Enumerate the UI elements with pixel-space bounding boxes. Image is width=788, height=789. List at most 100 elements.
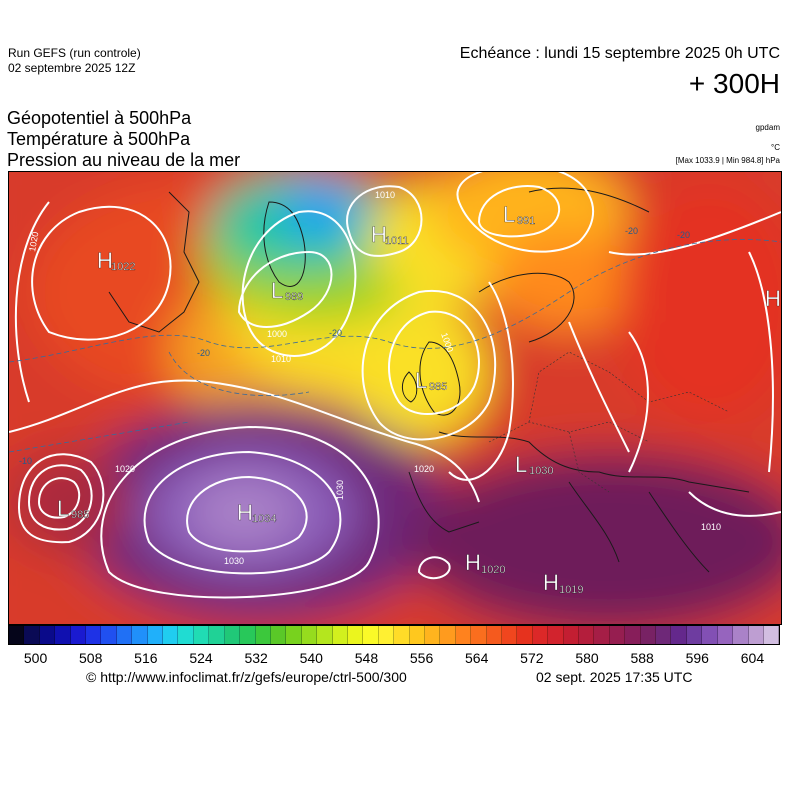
colorbar-swatch	[240, 626, 256, 644]
unit-temperature: °C	[771, 143, 780, 152]
pressure-center-h-1034-value: 1034	[252, 513, 276, 525]
colorbar-swatch	[70, 626, 87, 644]
pressure-center-h-1011: H	[371, 222, 387, 247]
generated-time: 02 sept. 2025 17:35 UTC	[536, 669, 693, 685]
credit-url: © http://www.infoclimat.fr/z/gefs/europe…	[86, 669, 407, 685]
pressure-center-l-985-atl: L	[57, 496, 69, 521]
colorbar-swatch	[9, 626, 25, 644]
colorbar-swatch	[378, 626, 395, 644]
colorbar-swatch	[548, 626, 564, 644]
pressure-center-l-991-value: 991	[517, 215, 535, 227]
temperature-label: -20	[197, 348, 210, 358]
colorbar-swatch	[594, 626, 610, 644]
colorbar-swatch	[24, 626, 40, 644]
pressure-center-l-985-atl-value: 985	[71, 509, 89, 521]
colorbar-swatch	[748, 626, 764, 644]
colorbar-swatch	[409, 626, 425, 644]
pressure-center-h-1034: H	[237, 500, 253, 525]
colorbar-swatch	[347, 626, 364, 644]
colorbar-swatch	[286, 626, 302, 644]
colorbar-swatch	[255, 626, 271, 644]
colorbar-swatch	[656, 626, 672, 644]
colorbar-swatch	[317, 626, 333, 644]
isobar-label: 1010	[701, 522, 721, 532]
colorbar-swatch	[270, 626, 287, 644]
pressure-centers: H 1022 L 989 H 1011 L 991 L 985 H 1034 L…	[57, 202, 781, 596]
colorbar-swatch	[116, 626, 133, 644]
colorbar-swatch	[224, 626, 241, 644]
weather-map: H 1022 L 989 H 1011 L 991 L 985 H 1034 L…	[8, 171, 782, 625]
colorbar-tick-label: 572	[520, 650, 544, 666]
title-geopotential: Géopotentiel à 500hPa	[7, 108, 192, 128]
colorbar-swatch	[424, 626, 441, 644]
colorbar-tick-label: 508	[79, 650, 103, 666]
borders	[488, 351, 730, 493]
isobar-label: 1020	[115, 464, 135, 474]
lead-time: + 300H	[688, 68, 780, 99]
colorbar-swatch	[86, 626, 102, 644]
colorbar-swatch	[517, 626, 533, 644]
colorbar-swatch	[55, 626, 71, 644]
pressure-center-h-1020: H	[465, 550, 481, 575]
pressure-center-h-1019: H	[543, 570, 559, 595]
colorbar-tick-label: 500	[23, 650, 48, 666]
colorbar-tick-label: 524	[189, 650, 213, 666]
colorbar-tick-label: 532	[244, 650, 268, 666]
colorbar-swatch	[147, 626, 164, 644]
colorbar-swatch	[471, 626, 487, 644]
colorbar-swatch	[502, 626, 518, 644]
colorbar-swatch	[132, 626, 148, 644]
pressure-center-l-989: L	[271, 278, 283, 303]
isobar-label: 1010	[375, 190, 395, 200]
title-pressure: Pression au niveau de la mer	[7, 150, 241, 170]
temperature-isotherms	[9, 239, 781, 453]
unit-geopotential: gpdam	[755, 123, 780, 132]
colorbar-swatch	[163, 626, 179, 644]
colorbar-swatch	[717, 626, 734, 644]
pressure-center-l-985-uk-value: 985	[429, 381, 447, 393]
colorbar-swatch	[440, 626, 456, 644]
colorbar-ticks: 500 508 516 524 532 540 548 556 564 572 580 588 596 6…	[8, 650, 780, 668]
colorbar-swatch	[455, 626, 472, 644]
colorbar-swatch	[640, 626, 657, 644]
isobar-label: 1030	[224, 556, 244, 566]
colorbar-tick-label: 540	[299, 650, 323, 666]
run-label: Run GEFS (run controle)	[8, 46, 141, 60]
colorbar-swatch	[39, 626, 56, 644]
pressure-center-l-1030-value: 1030	[529, 465, 553, 477]
colorbar-tick-label: 588	[630, 650, 654, 666]
colorbar-tick-label: 580	[575, 650, 599, 666]
pressure-center-h-1020-value: 1020	[481, 564, 505, 576]
colorbar-tick-label: 604	[740, 650, 765, 666]
coastlines	[108, 187, 750, 573]
colorbar-swatch	[671, 626, 687, 644]
isobar-label: 1030	[335, 480, 345, 500]
colorbar-swatch	[763, 626, 780, 644]
isobar-label: 1000	[267, 329, 287, 339]
colorbar-tick-label: 548	[354, 650, 379, 666]
colorbar-tick-label: 596	[685, 650, 709, 666]
colorbar-swatch	[101, 626, 117, 644]
pressure-center-h-1022-value: 1022	[111, 261, 135, 273]
colorbar-swatch	[363, 626, 379, 644]
temperature-label: -10	[19, 456, 32, 466]
colorbar-swatch	[733, 626, 749, 644]
colorbar-swatch	[394, 626, 410, 644]
colorbar-swatch	[193, 626, 210, 644]
colorbar-tick-label: 516	[134, 650, 158, 666]
temperature-label: -20	[329, 328, 342, 338]
colorbar-swatch	[702, 626, 718, 644]
colorbar-swatch	[178, 626, 194, 644]
colorbar-swatch	[625, 626, 641, 644]
colorbar-tick-label: 556	[409, 650, 434, 666]
isobar-label: 1010	[271, 354, 291, 364]
valid-time: Echéance : lundi 15 septembre 2025 0h UT…	[459, 45, 780, 62]
isobar-label: 1020	[27, 231, 40, 252]
colorbar-swatch	[301, 626, 318, 644]
pressure-center-h-1019-value: 1019	[559, 584, 583, 596]
colorbar-swatch	[609, 626, 626, 644]
colorbar-swatch	[486, 626, 502, 644]
temperature-label: -20	[625, 226, 638, 236]
pressure-center-l-1030: L	[515, 452, 527, 477]
colorbar-swatch	[532, 626, 549, 644]
